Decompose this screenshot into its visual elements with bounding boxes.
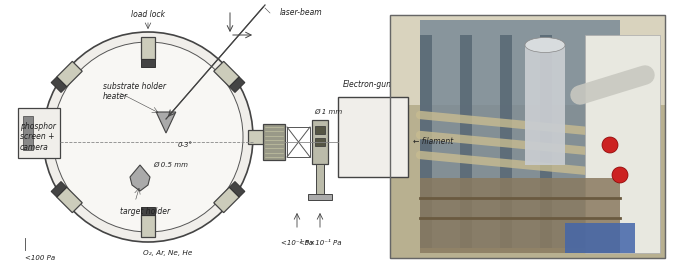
Bar: [315, 138, 325, 146]
Polygon shape: [51, 77, 67, 93]
Bar: [308, 194, 332, 200]
Bar: [263, 124, 285, 160]
Text: <100 Pa: <100 Pa: [25, 255, 55, 261]
Polygon shape: [141, 207, 155, 215]
Bar: [316, 164, 324, 194]
Bar: [500, 35, 512, 248]
Bar: [540, 35, 552, 248]
Text: load lock: load lock: [131, 10, 165, 19]
Bar: [565, 223, 635, 253]
Bar: [287, 127, 310, 157]
Polygon shape: [214, 61, 239, 87]
Polygon shape: [57, 61, 82, 87]
Circle shape: [53, 42, 243, 232]
Text: Ø 0.5 mm: Ø 0.5 mm: [153, 162, 188, 168]
Text: ← filament: ← filament: [413, 137, 454, 147]
Polygon shape: [156, 112, 176, 133]
Polygon shape: [130, 165, 150, 191]
Bar: [312, 120, 328, 164]
Text: <10⁻¹ Pa: <10⁻¹ Pa: [281, 240, 313, 246]
Bar: [525, 45, 565, 165]
Circle shape: [602, 137, 618, 153]
Polygon shape: [51, 182, 67, 197]
Bar: [338, 97, 408, 177]
Ellipse shape: [525, 37, 565, 52]
Polygon shape: [141, 37, 155, 59]
Bar: [420, 20, 620, 248]
Bar: [23, 116, 33, 150]
Text: O₂, Ar, Ne, He: O₂, Ar, Ne, He: [143, 250, 193, 256]
Polygon shape: [141, 215, 155, 237]
Bar: [420, 178, 620, 253]
Polygon shape: [230, 77, 245, 93]
Polygon shape: [214, 187, 239, 213]
Bar: [390, 15, 665, 258]
Text: <5×10⁻¹ Pa: <5×10⁻¹ Pa: [299, 240, 342, 246]
Text: substrate holder
heater: substrate holder heater: [103, 82, 166, 101]
Text: phosphor
screen +
camera: phosphor screen + camera: [20, 122, 56, 152]
Polygon shape: [18, 130, 26, 144]
Text: target holder: target holder: [120, 207, 170, 216]
Text: Electron-gun: Electron-gun: [343, 80, 392, 89]
Bar: [460, 35, 472, 248]
Circle shape: [43, 32, 253, 242]
Polygon shape: [26, 130, 48, 144]
Polygon shape: [248, 130, 270, 144]
Bar: [390, 15, 665, 105]
Circle shape: [612, 167, 628, 183]
Bar: [390, 15, 665, 258]
Polygon shape: [230, 182, 245, 197]
Polygon shape: [141, 59, 155, 67]
Bar: [420, 35, 432, 248]
Text: 0-3°: 0-3°: [178, 142, 193, 148]
Polygon shape: [270, 130, 278, 144]
Text: laser-beam: laser-beam: [280, 8, 323, 17]
Bar: [315, 126, 325, 134]
Text: Ø 1 mm: Ø 1 mm: [314, 109, 342, 115]
Bar: [18, 108, 60, 158]
Bar: [585, 35, 660, 253]
Polygon shape: [57, 187, 82, 213]
